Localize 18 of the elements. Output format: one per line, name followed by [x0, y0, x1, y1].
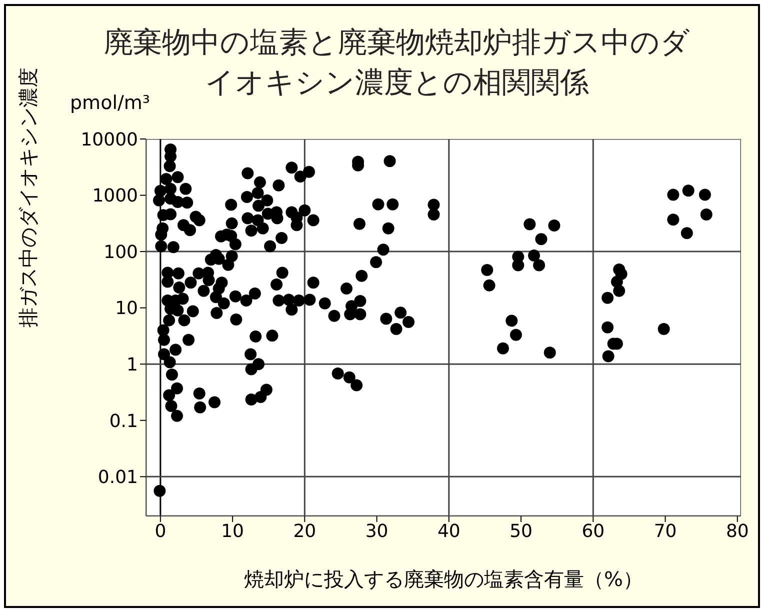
y-tick-label: 0.01	[98, 467, 138, 488]
y-tick-label: 100	[104, 242, 138, 263]
y-tick-label: 10	[115, 298, 138, 320]
y-tick-label: 1000	[92, 186, 138, 207]
x-tick-label: 10	[221, 520, 244, 542]
y-axis-title: 排ガス中のダイオキシン濃度	[16, 68, 40, 328]
x-tick-label: 30	[365, 520, 388, 542]
x-tick-label: 50	[510, 520, 532, 542]
x-tick-label: 0	[154, 520, 166, 542]
y-tick-label: 1	[126, 354, 138, 376]
x-tick-label: 80	[726, 520, 749, 542]
x-tick-label: 40	[437, 520, 460, 542]
x-tick-label: 20	[293, 520, 316, 542]
y-tick-label: 10000	[80, 129, 138, 150]
y-tick-label: 0.1	[109, 410, 138, 432]
x-axis-title: 焼却炉に投入する廃棄物の塩素含有量（%）	[244, 567, 644, 591]
x-tick-label: 60	[582, 520, 605, 542]
x-tick-label: 70	[654, 520, 677, 542]
